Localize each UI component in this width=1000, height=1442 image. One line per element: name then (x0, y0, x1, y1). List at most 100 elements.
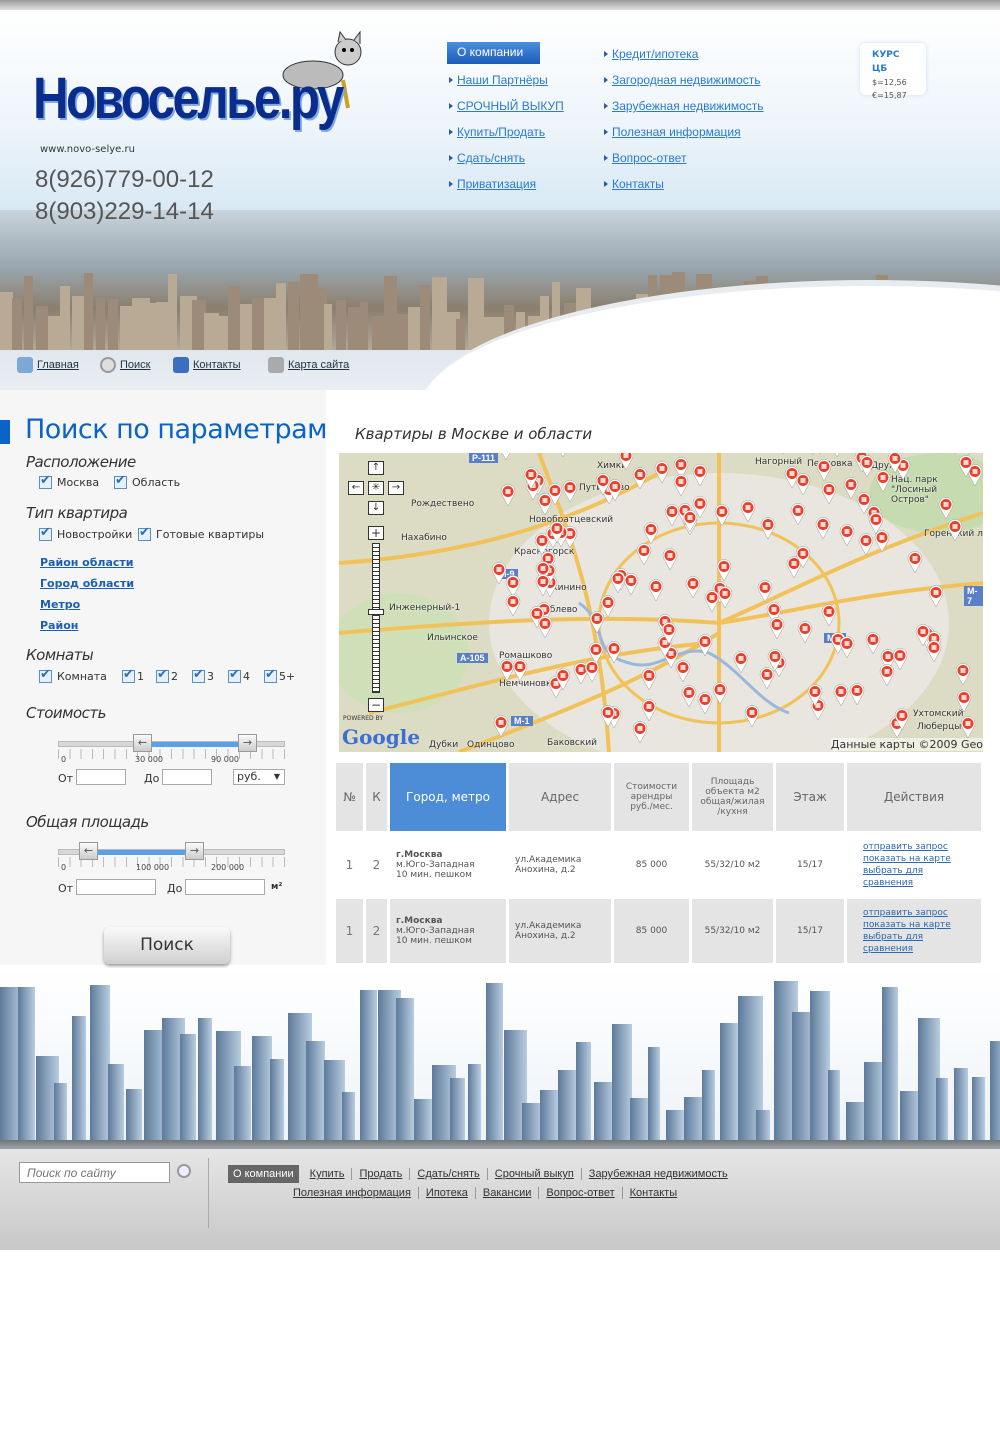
map-marker-icon[interactable] (589, 611, 605, 633)
footer-link-about[interactable]: О компании (228, 1165, 299, 1183)
col-floor[interactable]: Этаж (776, 763, 844, 833)
map-marker-icon[interactable] (636, 543, 652, 566)
map-marker-icon[interactable] (595, 473, 611, 496)
search-button[interactable]: Поиск (104, 927, 230, 964)
nav-foreign[interactable]: Зарубежная недвижимость (603, 99, 764, 113)
map-marker-icon[interactable] (815, 516, 831, 539)
map-marker-icon[interactable] (880, 648, 896, 671)
map-marker-icon[interactable] (555, 667, 571, 690)
map-marker-icon[interactable] (907, 551, 923, 574)
map-marker-icon[interactable] (843, 477, 859, 500)
checkbox-rooms-3[interactable]: 3 (192, 667, 214, 683)
zoom-handle[interactable] (368, 609, 384, 615)
map-marker-icon[interactable] (767, 649, 783, 672)
footer-link-info[interactable]: Полезная информация (286, 1187, 419, 1199)
nav-contacts[interactable]: Контакты (603, 177, 664, 191)
map-marker-icon[interactable] (775, 453, 791, 454)
col-city[interactable]: Город, метро (390, 763, 506, 833)
nav-rent[interactable]: Сдать/снять (448, 151, 525, 165)
link-region-city[interactable]: Город области (40, 577, 135, 590)
col-number[interactable]: № (336, 763, 363, 833)
checkbox-rooms-2[interactable]: 2 (156, 667, 178, 683)
map-marker-icon[interactable] (505, 594, 521, 617)
map-marker-icon[interactable] (875, 470, 891, 492)
map-marker-icon[interactable] (865, 632, 881, 654)
map-marker-icon[interactable] (607, 479, 623, 502)
footer-link-buyout[interactable]: Срочный выкуп (488, 1168, 582, 1180)
area-slider[interactable]: ← → 0 100 000 200 000 (58, 842, 285, 875)
checkbox-rooms-4[interactable]: 4 (228, 667, 250, 683)
checkbox-new-buildings[interactable]: Новостройки (39, 525, 132, 541)
map-marker-icon[interactable] (547, 483, 563, 505)
map-marker-icon[interactable] (549, 521, 565, 544)
map-marker-icon[interactable] (874, 530, 890, 552)
pan-down-icon[interactable]: ↓ (368, 501, 384, 515)
map-marker-icon[interactable] (839, 523, 855, 546)
map-marker-icon[interactable] (673, 457, 689, 480)
map-marker-icon[interactable] (555, 453, 571, 457)
subnav-search-label[interactable]: Поиск (120, 359, 151, 371)
zoom-in-icon[interactable]: + (368, 526, 384, 540)
map-marker-icon[interactable] (947, 453, 963, 454)
map-marker-icon[interactable] (956, 690, 972, 713)
map-marker-icon[interactable] (757, 580, 773, 603)
map-marker-icon[interactable] (529, 606, 545, 628)
map-marker-icon[interactable] (662, 548, 678, 571)
map-marker-icon[interactable] (958, 455, 974, 478)
site-search-input[interactable] (19, 1162, 170, 1183)
map-zoom-control[interactable]: ↑ ← ✳ → ↓ + − (348, 461, 404, 712)
subnav-home-label[interactable]: Главная (37, 359, 79, 371)
map-marker-icon[interactable] (664, 503, 680, 526)
map-marker-icon[interactable] (833, 684, 849, 706)
checkbox-rooms-1[interactable]: 1 (122, 667, 144, 683)
map-marker-icon[interactable] (790, 503, 806, 525)
map-marker-icon[interactable] (682, 509, 698, 532)
send-request-link[interactable]: отправить запрос (863, 842, 948, 852)
map-marker-icon[interactable] (606, 640, 622, 663)
map-marker-icon[interactable] (805, 453, 821, 456)
checkbox-moscow[interactable]: Москва (39, 473, 99, 489)
pan-center-icon[interactable]: ✳ (368, 481, 384, 495)
subnav-sitemap[interactable]: Карта сайта (268, 357, 349, 373)
map-marker-icon[interactable] (512, 659, 528, 682)
nav-about[interactable]: О компании (447, 42, 540, 64)
map-marker-icon[interactable] (740, 500, 756, 523)
map-marker-icon[interactable] (795, 473, 811, 496)
map-marker-icon[interactable] (632, 466, 648, 489)
map-marker-icon[interactable] (562, 479, 578, 502)
map-marker-icon[interactable] (712, 682, 728, 705)
checkbox-rooms-5plus[interactable]: 5+ (264, 667, 295, 683)
area-from-input[interactable] (76, 879, 156, 895)
map-marker-icon[interactable] (675, 660, 691, 683)
price-max-handle[interactable]: → (238, 734, 257, 752)
map-marker-icon[interactable] (769, 617, 785, 640)
map-marker-icon[interactable] (643, 522, 659, 545)
map-marker-icon[interactable] (938, 497, 954, 520)
map-marker-icon[interactable] (797, 621, 813, 643)
subnav-contacts[interactable]: Контакты (173, 357, 241, 373)
subnav-contacts-label[interactable]: Контакты (193, 359, 241, 371)
subnav-search[interactable]: Поиск (100, 357, 150, 373)
map-marker-icon[interactable] (849, 683, 865, 705)
map-marker-icon[interactable] (786, 556, 802, 579)
map-marker-icon[interactable] (648, 579, 664, 601)
map-marker-icon[interactable] (523, 467, 539, 490)
nav-credit[interactable]: Кредит/ипотека (603, 47, 698, 61)
map-marker-icon[interactable] (915, 624, 931, 647)
link-metro[interactable]: Метро (40, 598, 81, 611)
map-marker-icon[interactable] (499, 659, 515, 681)
map-marker-icon[interactable] (821, 482, 837, 505)
map-marker-icon[interactable] (879, 663, 895, 686)
map-marker-icon[interactable] (641, 698, 657, 721)
map-marker-icon[interactable] (692, 464, 708, 487)
map-marker-icon[interactable] (795, 546, 811, 568)
price-from-input[interactable] (76, 769, 126, 785)
map-marker-icon[interactable] (887, 453, 903, 473)
pan-right-icon[interactable]: → (388, 481, 404, 495)
col-price[interactable]: Стоимости арендры руб./мес. (614, 763, 689, 833)
send-request-link[interactable]: отправить запрос (863, 908, 948, 918)
map-marker-icon[interactable] (588, 642, 604, 665)
nav-country[interactable]: Загородная недвижимость (603, 73, 760, 87)
map-marker-icon[interactable] (534, 533, 550, 556)
map-marker-icon[interactable] (928, 585, 944, 608)
